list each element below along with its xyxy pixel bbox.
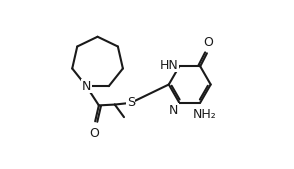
Text: N: N [82, 80, 91, 93]
Text: HN: HN [160, 58, 178, 71]
Text: S: S [127, 96, 135, 109]
Text: O: O [89, 127, 99, 140]
Text: S: S [127, 96, 135, 109]
Text: N: N [169, 104, 178, 117]
Text: NH₂: NH₂ [193, 108, 216, 121]
Text: O: O [203, 36, 213, 49]
